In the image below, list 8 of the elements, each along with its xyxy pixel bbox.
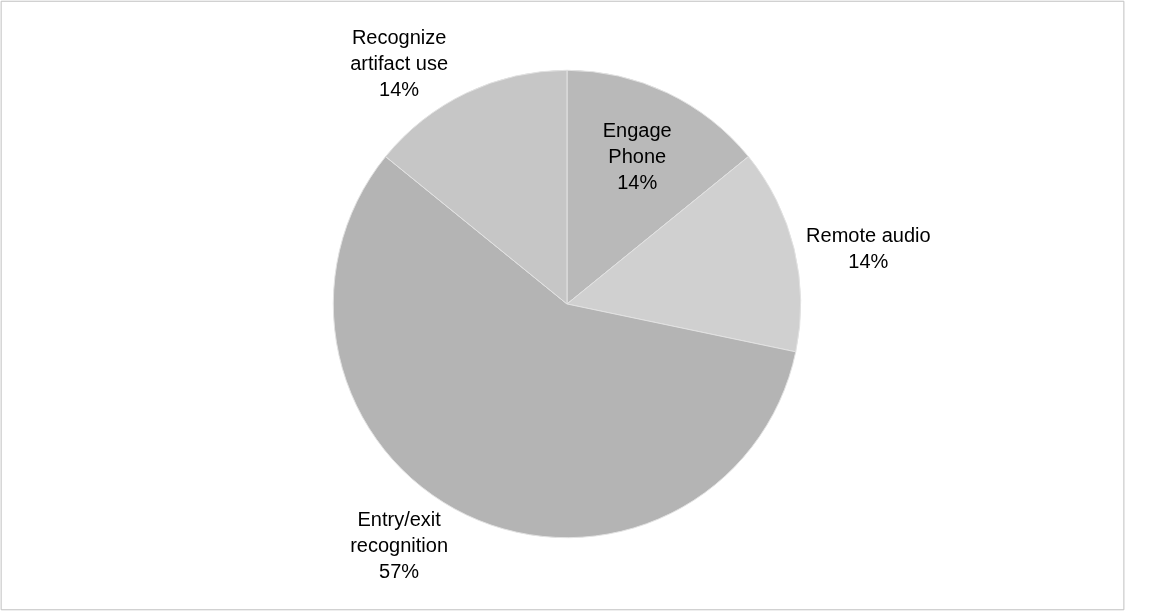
slice-label: Entry/exit recognition [350,508,449,557]
data-label: 14% [848,249,889,272]
slice-label: Remote audio [806,223,931,246]
data-label: 14% [617,171,658,194]
slice-label: Recognize artifact use [350,25,449,74]
data-label: 57% [379,560,420,583]
data-label: 14% [379,77,420,100]
slice-label: Engage Phone [602,119,672,168]
